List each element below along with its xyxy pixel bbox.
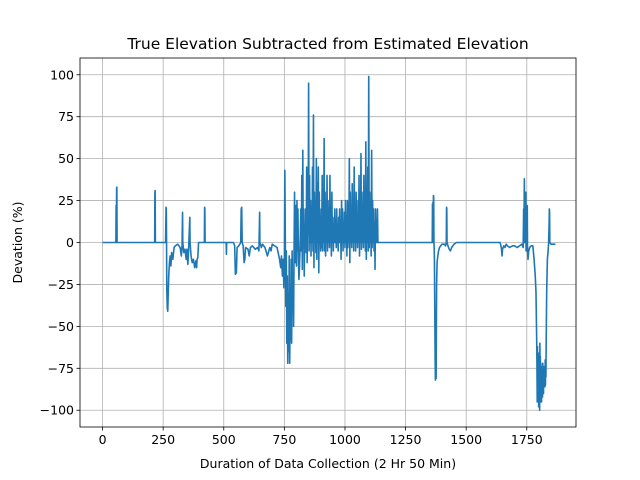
y-tick-label: −50 [48, 319, 74, 334]
y-tick-label: −75 [48, 361, 74, 376]
x-tick-label: 1000 [329, 432, 361, 447]
x-tick-label: 500 [212, 432, 236, 447]
chart-title: True Elevation Subtracted from Estimated… [126, 35, 528, 53]
x-tick-label: 1500 [450, 432, 482, 447]
y-tick-label: −100 [40, 403, 74, 418]
x-tick-label: 1250 [390, 432, 422, 447]
y-tick-label: 75 [58, 109, 74, 124]
x-tick-label: 0 [99, 432, 107, 447]
y-tick-label: 25 [58, 193, 74, 208]
x-tick-label: 750 [272, 432, 296, 447]
y-tick-label: −25 [48, 277, 74, 292]
y-axis-label: Devation (%) [10, 202, 25, 284]
x-tick-label: 1750 [511, 432, 543, 447]
series-line [102, 75, 556, 412]
series-layer [102, 75, 556, 412]
y-tick-label: 50 [58, 151, 74, 166]
axis-ticks: 0 250 500 750 1000 1250 1500 1750 −100 −75 −50 −25 0… [40, 67, 543, 447]
x-tick-label: 250 [151, 432, 175, 447]
y-tick-label: 0 [66, 235, 74, 250]
y-tick-label: 100 [50, 67, 74, 82]
x-axis-label: Duration of Data Collection (2 Hr 50 Min… [200, 456, 456, 471]
